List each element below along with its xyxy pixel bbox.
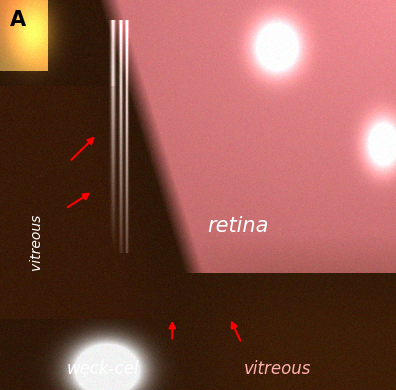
Text: retina: retina — [207, 216, 268, 236]
Text: vitreous: vitreous — [29, 214, 43, 270]
Text: weck-cel: weck-cel — [67, 360, 139, 378]
Text: vitreous: vitreous — [244, 360, 311, 378]
Text: A: A — [10, 10, 26, 30]
